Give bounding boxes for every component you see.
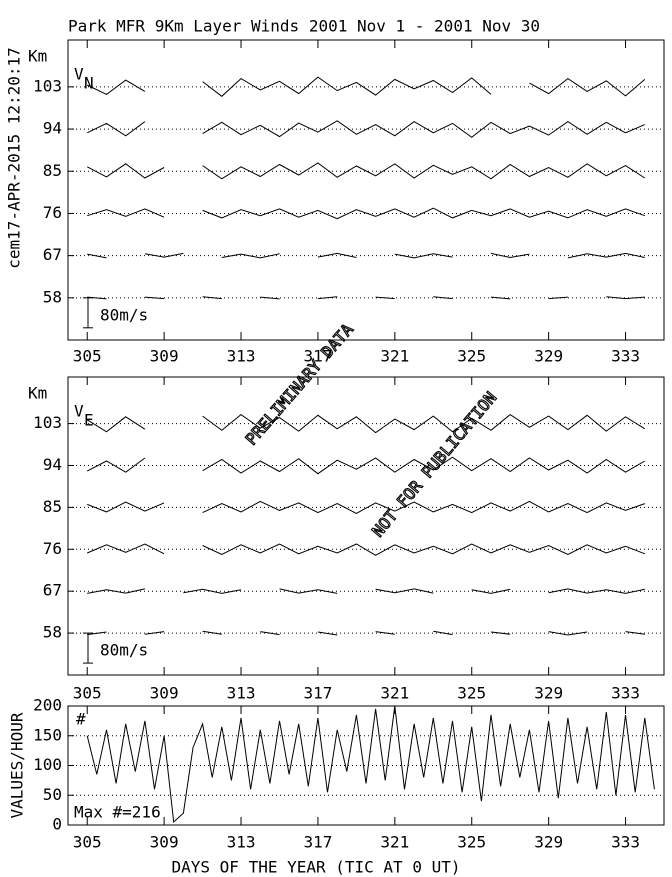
y-axis-label: Km	[28, 384, 47, 403]
y-tick-label: 85	[43, 497, 62, 516]
wind-trace	[87, 500, 645, 514]
wind-trace	[86, 456, 646, 475]
scale-bar-label: 80m/s	[100, 641, 148, 660]
y-tick-label: 103	[33, 76, 62, 95]
wind-trace	[87, 543, 645, 556]
watermark: PRELIMINARY DATA	[242, 320, 358, 449]
corner-label: #	[76, 710, 86, 729]
y-tick-label: 76	[43, 539, 62, 558]
title: Park MFR 9Km Layer Winds 2001 Nov 1 - 20…	[68, 17, 540, 36]
x-tick-label: 317	[303, 684, 332, 703]
count-line	[86, 705, 655, 824]
y-axis-label: VALUES/HOUR	[8, 712, 27, 818]
y-tick-label: 0	[52, 815, 62, 834]
x-tick-label: 309	[150, 684, 179, 703]
x-tick-label: 325	[457, 684, 486, 703]
x-tick-label: 325	[457, 347, 486, 366]
plot-frame	[67, 39, 665, 341]
wind-trace	[87, 207, 645, 220]
wind-trace	[86, 76, 646, 97]
y-tick-label: 103	[33, 413, 62, 432]
x-tick-label: 317	[303, 833, 332, 852]
component-label: V	[74, 65, 84, 84]
x-tick-label: 305	[73, 347, 102, 366]
y-axis-label: Km	[28, 47, 47, 66]
component-label: V	[74, 402, 84, 421]
x-tick-label: 325	[457, 833, 486, 852]
x-tick-label: 313	[227, 684, 256, 703]
x-tick-label: 329	[534, 684, 563, 703]
y-tick-label: 200	[33, 696, 62, 715]
component-subscript: E	[84, 411, 94, 430]
wind-trace	[86, 162, 646, 180]
y-tick-label: 50	[43, 785, 62, 804]
wind-trace	[87, 252, 645, 259]
x-tick-label: 309	[150, 347, 179, 366]
wind-trace	[87, 630, 645, 636]
watermark: NOT FOR PUBLICATION	[368, 388, 500, 540]
x-axis-label: DAYS OF THE YEAR (TIC AT 0 UT)	[172, 858, 461, 877]
x-tick-label: 329	[534, 347, 563, 366]
y-tick-label: 58	[43, 623, 62, 642]
y-tick-label: 94	[43, 119, 62, 138]
plot-frame	[67, 376, 665, 676]
x-tick-label: 313	[227, 833, 256, 852]
component-subscript: N	[84, 74, 94, 93]
x-tick-label: 333	[611, 684, 640, 703]
x-tick-label: 317	[303, 347, 332, 366]
wind-trace	[87, 296, 645, 300]
y-tick-label: 76	[43, 203, 62, 222]
y-tick-label: 150	[33, 725, 62, 744]
x-tick-label: 321	[380, 684, 409, 703]
y-tick-label: 58	[43, 287, 62, 306]
y-tick-label: 85	[43, 161, 62, 180]
x-tick-label: 329	[534, 833, 563, 852]
run-stamp: cem17-APR-2015 12:20:17	[5, 47, 24, 269]
x-tick-label: 333	[611, 347, 640, 366]
x-tick-label: 333	[611, 833, 640, 852]
wind-trace	[86, 413, 646, 434]
y-tick-label: 100	[33, 755, 62, 774]
x-tick-label: 305	[73, 684, 102, 703]
x-tick-label: 313	[227, 347, 256, 366]
x-tick-label: 305	[73, 833, 102, 852]
y-tick-label: 67	[43, 245, 62, 264]
y-tick-label: 94	[43, 455, 62, 474]
max-label: Max #=216	[74, 803, 161, 822]
wind-trace	[87, 588, 645, 594]
x-tick-label: 309	[150, 833, 179, 852]
x-tick-label: 321	[380, 833, 409, 852]
x-tick-label: 321	[380, 347, 409, 366]
scale-bar-label: 80m/s	[100, 305, 148, 324]
wind-trace	[86, 120, 645, 138]
y-tick-label: 67	[43, 581, 62, 600]
